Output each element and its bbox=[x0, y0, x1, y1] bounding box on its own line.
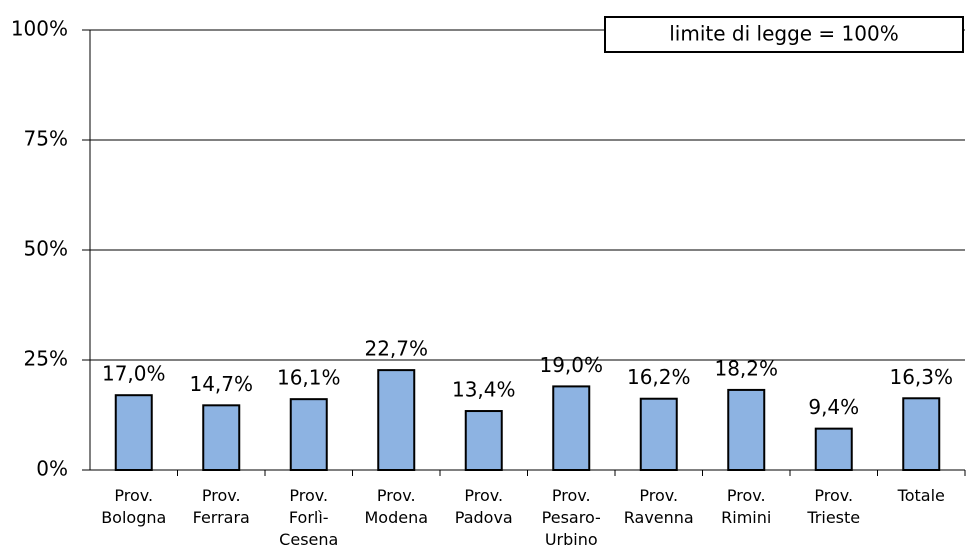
bar bbox=[202, 404, 241, 472]
y-tick-label: 50% bbox=[24, 237, 68, 261]
value-label: 13,4% bbox=[452, 378, 516, 402]
value-label: 16,1% bbox=[277, 366, 341, 390]
bar bbox=[552, 385, 591, 471]
x-tick-label: Prov. Trieste bbox=[806, 486, 860, 527]
bar bbox=[814, 427, 853, 472]
x-tick-label: Prov. Forlì-Cesena bbox=[279, 486, 338, 549]
value-label: 22,7% bbox=[364, 337, 428, 361]
value-label: 19,0% bbox=[539, 353, 603, 377]
value-label: 16,2% bbox=[627, 365, 691, 389]
annotation-box bbox=[604, 16, 964, 53]
value-label: 14,7% bbox=[189, 372, 253, 396]
bar bbox=[289, 398, 328, 471]
bar bbox=[114, 394, 153, 472]
value-label: 18,2% bbox=[714, 356, 778, 380]
x-tick-label: Prov. Modena bbox=[364, 486, 428, 527]
value-label: 9,4% bbox=[808, 395, 859, 419]
value-label: 16,3% bbox=[889, 365, 953, 389]
x-tick-label: Prov. Bologna bbox=[101, 486, 166, 527]
x-tick-label: Totale bbox=[897, 486, 945, 505]
x-tick-label: Prov. Rimini bbox=[721, 486, 771, 527]
x-tick-label: Prov. Pesaro-Urbino bbox=[542, 486, 601, 549]
x-tick-label: Prov. Ferrara bbox=[193, 486, 250, 527]
y-tick-label: 25% bbox=[24, 347, 68, 371]
value-label: 17,0% bbox=[102, 362, 166, 386]
bar bbox=[639, 397, 678, 471]
x-tick-label: Prov. Ravenna bbox=[624, 486, 694, 527]
bar bbox=[377, 369, 416, 471]
y-tick-label: 100% bbox=[11, 17, 68, 41]
y-tick-label: 0% bbox=[36, 457, 68, 481]
bar bbox=[464, 410, 503, 472]
x-tick-label: Prov. Padova bbox=[455, 486, 513, 527]
bar bbox=[727, 388, 766, 472]
annotation: limite di legge = 100% bbox=[669, 22, 898, 46]
bar bbox=[902, 397, 941, 471]
y-tick-label: 75% bbox=[24, 127, 68, 151]
